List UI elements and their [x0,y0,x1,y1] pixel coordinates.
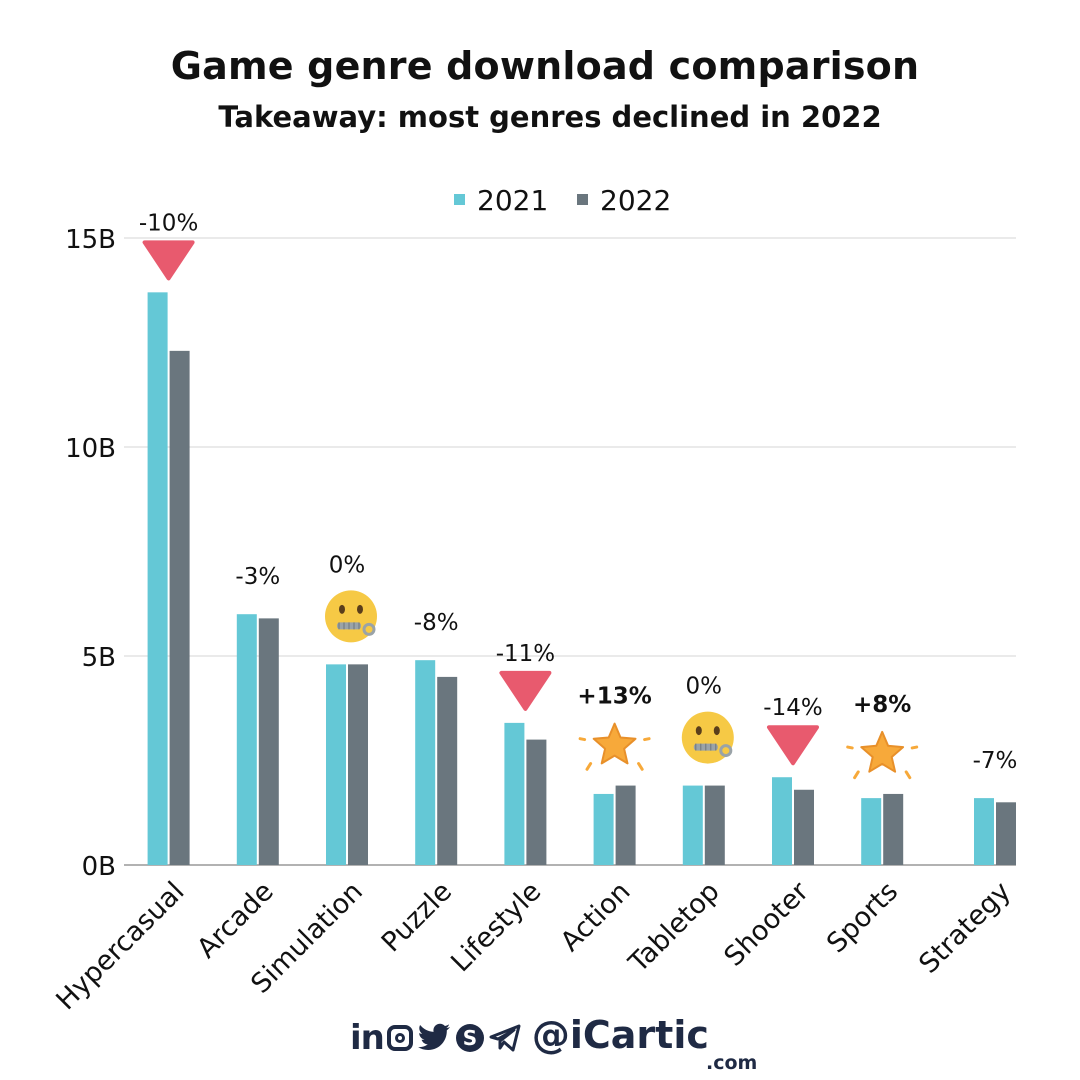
x-tick-label: Arcade [191,876,279,964]
bar-2021-arcade [236,614,257,865]
zipper-pull [719,744,733,758]
change-label: -11% [496,641,555,667]
sparkle [910,745,919,750]
down-triangle-icon [499,670,552,711]
social-icons: in S [350,1018,522,1058]
svg-text:S: S [463,1026,477,1050]
bar-2021-sports [861,798,882,865]
change-label: -8% [414,610,459,636]
right-eye [357,604,363,614]
twitter-icon[interactable] [416,1023,452,1053]
legend-item-2021[interactable]: 2021 [454,184,548,217]
brand-handle[interactable]: @iCartic [531,1013,709,1057]
bar-2022-arcade [258,618,279,865]
instagram-icon[interactable] [386,1025,413,1051]
bar-2021-hypercasual [147,292,168,866]
change-label: -7% [973,748,1018,774]
left-eye [339,604,345,614]
bar-2021-simulation [326,664,346,865]
star-icon [578,722,651,771]
y-tick-label: 0B [82,852,116,882]
star-icon [846,730,919,780]
legend-label: 2022 [600,184,671,217]
chart-title: Game genre download comparison [170,44,920,88]
sparkle [643,737,651,742]
footer-branding: in S @iCartic .com [350,1012,757,1074]
zipper-pull [362,622,376,636]
bar-2021-tabletop [682,785,703,865]
change-label: +13% [577,684,651,710]
x-tick-label: Puzzle [376,876,458,958]
sparkle [637,762,644,771]
x-tick-label: Strategy [913,876,1017,980]
bar-2022-simulation [348,664,368,865]
bar-2021-action [593,793,614,865]
change-label: -10% [139,210,198,236]
legend-swatch [454,194,465,205]
legend-item-2022[interactable]: 2022 [577,184,671,217]
x-tick-label: Action [555,876,637,958]
x-tick-label: Shooter [718,875,815,972]
star-shape [592,722,637,765]
change-label: -3% [235,564,280,590]
linkedin-icon[interactable]: in [350,1018,385,1058]
sparkle [578,737,587,742]
brand-domain: .com [706,1052,758,1074]
right-eye [713,726,720,736]
change-label: 0% [329,552,366,578]
bar-2021-strategy [974,798,994,865]
bar-2022-puzzle [437,676,458,865]
change-label: -14% [763,695,822,721]
bar-2022-strategy [996,802,1016,865]
sparkle [585,762,593,771]
bar-2021-shooter [772,777,792,865]
change-label: 0% [686,674,723,700]
y-tick-label: 15B [65,225,116,255]
bar-2022-sports [883,793,904,865]
sparkle [853,770,860,780]
left-eye [695,726,702,736]
sparkle [846,745,854,750]
x-tick-label: Lifestyle [445,876,547,978]
bar-2022-shooter [794,789,814,865]
x-tick-label: Hypercasual [50,876,190,1010]
sparkle [904,770,912,780]
bar-2021-puzzle [415,660,436,865]
down-triangle-icon [142,240,195,281]
zipper-mouth-face-icon [681,711,734,764]
bar-2022-action [615,785,636,865]
y-tick-label: 5B [82,643,116,673]
x-tick-label: Sports [821,876,904,959]
bar-2022-hypercasual [169,350,190,865]
change-label: +8% [853,692,911,718]
down-triangle-icon [767,725,819,766]
x-tick-label: Tabletop [622,876,725,979]
legend-label: 2021 [477,184,548,217]
bar-2022-tabletop [704,785,725,865]
telegram-icon[interactable] [488,1023,522,1053]
legend-swatch [577,194,588,205]
bar-2021-lifestyle [504,722,525,865]
bar-2022-lifestyle [526,739,547,865]
y-tick-label: 10B [65,434,116,464]
chart-subtitle: Takeaway: most genres declined in 2022 [218,100,882,134]
skype-icon[interactable]: S [455,1023,485,1053]
zipper-mouth-face-icon [325,590,377,643]
star-shape [860,730,905,773]
